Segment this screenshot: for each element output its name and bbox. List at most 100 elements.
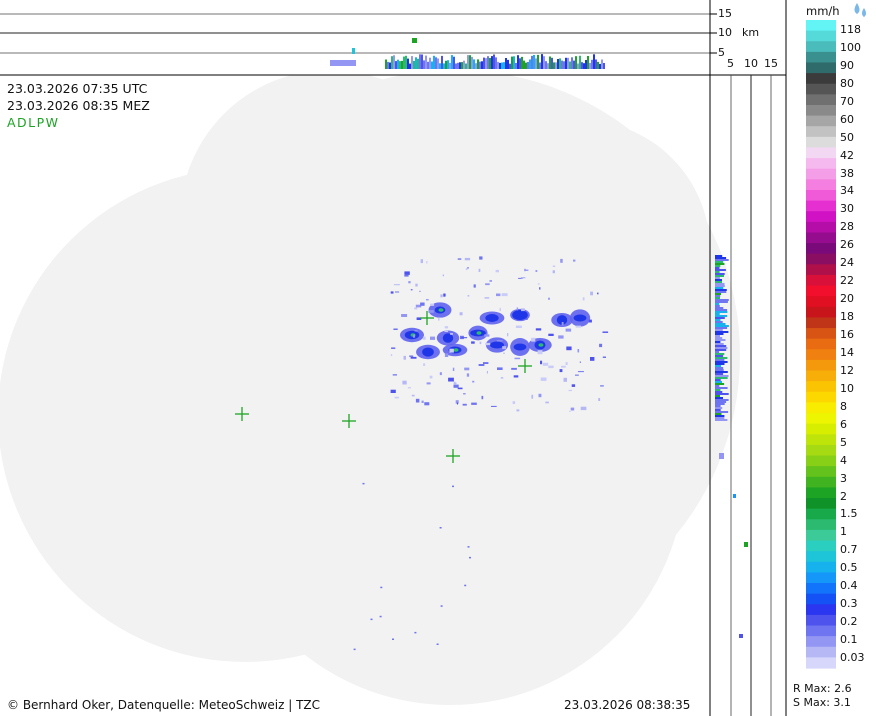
station-marker: [235, 407, 249, 421]
legend-swatch: [806, 636, 836, 648]
legend-swatch: [806, 561, 836, 573]
legend-label: 10: [840, 381, 854, 395]
legend-swatch: [806, 444, 836, 457]
legend-swatch: [806, 179, 836, 191]
top-height-profile: [0, 0, 710, 75]
time-local: 23.03.2026 08:35 MEZ: [7, 98, 150, 113]
legend-swatch: [806, 285, 836, 297]
legend-swatch: [806, 614, 836, 627]
legend-label: 90: [840, 58, 854, 72]
legend-label: 1.5: [840, 507, 858, 521]
legend-swatch: [806, 94, 836, 106]
legend-swatch: [806, 317, 836, 329]
legend-swatch: [806, 115, 836, 127]
legend-label: 4: [840, 453, 847, 467]
legend-swatch: [806, 487, 836, 499]
side-tick-10: 10: [744, 57, 758, 70]
legend-swatch: [806, 381, 836, 393]
legend-label: 0.2: [840, 615, 858, 629]
legend-swatch: [806, 476, 836, 489]
smax-value: S Max: 3.1: [793, 696, 851, 709]
time-utc: 23.03.2026 07:35 UTC: [7, 81, 148, 96]
copyright-text: © Bernhard Oker, Datenquelle: MeteoSchwe…: [7, 698, 321, 712]
legend-label: 70: [840, 94, 854, 108]
legend-swatch: [806, 413, 836, 425]
legend-color-scale: [806, 20, 836, 669]
top-tick-5: 5: [718, 46, 725, 59]
station-markers: [235, 311, 532, 463]
legend-label: 80: [840, 76, 854, 90]
legend-swatch: [806, 434, 836, 446]
legend-label: 30: [840, 202, 854, 216]
legend-label: 26: [840, 238, 854, 252]
legend-label: 18: [840, 310, 854, 324]
legend-label: 24: [840, 256, 854, 270]
legend-swatch: [806, 657, 836, 669]
legend-swatch: [806, 243, 836, 255]
precipitation-echoes: [353, 256, 609, 651]
legend-label: 20: [840, 292, 854, 306]
legend-swatch: [806, 126, 836, 138]
legend-swatch: [806, 519, 836, 531]
legend-swatch: [806, 370, 836, 382]
legend-label: 0.5: [840, 561, 858, 575]
legend-swatch: [806, 296, 836, 308]
legend-swatch: [806, 30, 836, 42]
legend-swatch: [806, 551, 836, 563]
legend-swatch: [806, 540, 836, 552]
legend-swatch: [806, 168, 836, 180]
legend-label: 22: [840, 274, 854, 288]
top-tick-10: 10: [718, 26, 732, 39]
station-marker: [446, 449, 460, 463]
legend-label: 8: [840, 399, 847, 413]
legend-swatch: [806, 529, 836, 542]
legend-swatch: [806, 498, 836, 510]
radar-coverage-area: [0, 70, 740, 705]
legend-swatch: [806, 158, 836, 170]
legend-swatch: [806, 264, 836, 276]
legend-label: 16: [840, 328, 854, 342]
legend-label: 12: [840, 363, 854, 377]
legend-swatch: [806, 253, 836, 265]
legend-label: 42: [840, 148, 854, 162]
legend-label: 28: [840, 220, 854, 234]
legend-swatch: [806, 136, 836, 149]
top-tick-15: 15: [718, 7, 732, 20]
legend-label: 0.03: [840, 651, 865, 664]
legend-swatch: [806, 62, 836, 74]
legend-swatch: [806, 349, 836, 361]
legend-swatch: [806, 51, 836, 64]
legend-label: 0.1: [840, 633, 858, 647]
legend-label: 1: [840, 525, 847, 539]
legend-swatch: [806, 73, 836, 85]
legend-label: 38: [840, 166, 854, 180]
side-height-profile: [715, 75, 772, 716]
legend-swatch: [806, 359, 836, 372]
legend-swatch: [806, 20, 836, 32]
legend-label: 14: [840, 345, 854, 359]
legend-label: 0.4: [840, 579, 858, 593]
legend-swatch: [806, 593, 836, 605]
legend-label: 2: [840, 489, 847, 503]
legend-label: 6: [840, 417, 847, 431]
legend-label: 60: [840, 112, 854, 126]
side-tick-5: 5: [727, 57, 734, 70]
station-marker: [518, 359, 532, 373]
top-unit-km: km: [742, 26, 760, 39]
legend-label: 34: [840, 184, 854, 198]
station-marker: [420, 311, 434, 325]
legend-label: 50: [840, 130, 854, 144]
top-profile-ticks: [710, 13, 717, 54]
legend-swatch: [806, 147, 836, 159]
legend-swatch: [806, 189, 836, 202]
legend-swatch: [806, 646, 836, 658]
legend-swatch: [806, 211, 836, 223]
legend-swatch: [806, 604, 836, 616]
legend-swatch: [806, 232, 836, 244]
generated-timestamp: 23.03.2026 08:38:35: [564, 698, 691, 712]
station-marker: [342, 414, 356, 428]
legend-swatch: [806, 338, 836, 350]
legend-swatch: [806, 83, 836, 95]
legend-swatch: [806, 200, 836, 212]
